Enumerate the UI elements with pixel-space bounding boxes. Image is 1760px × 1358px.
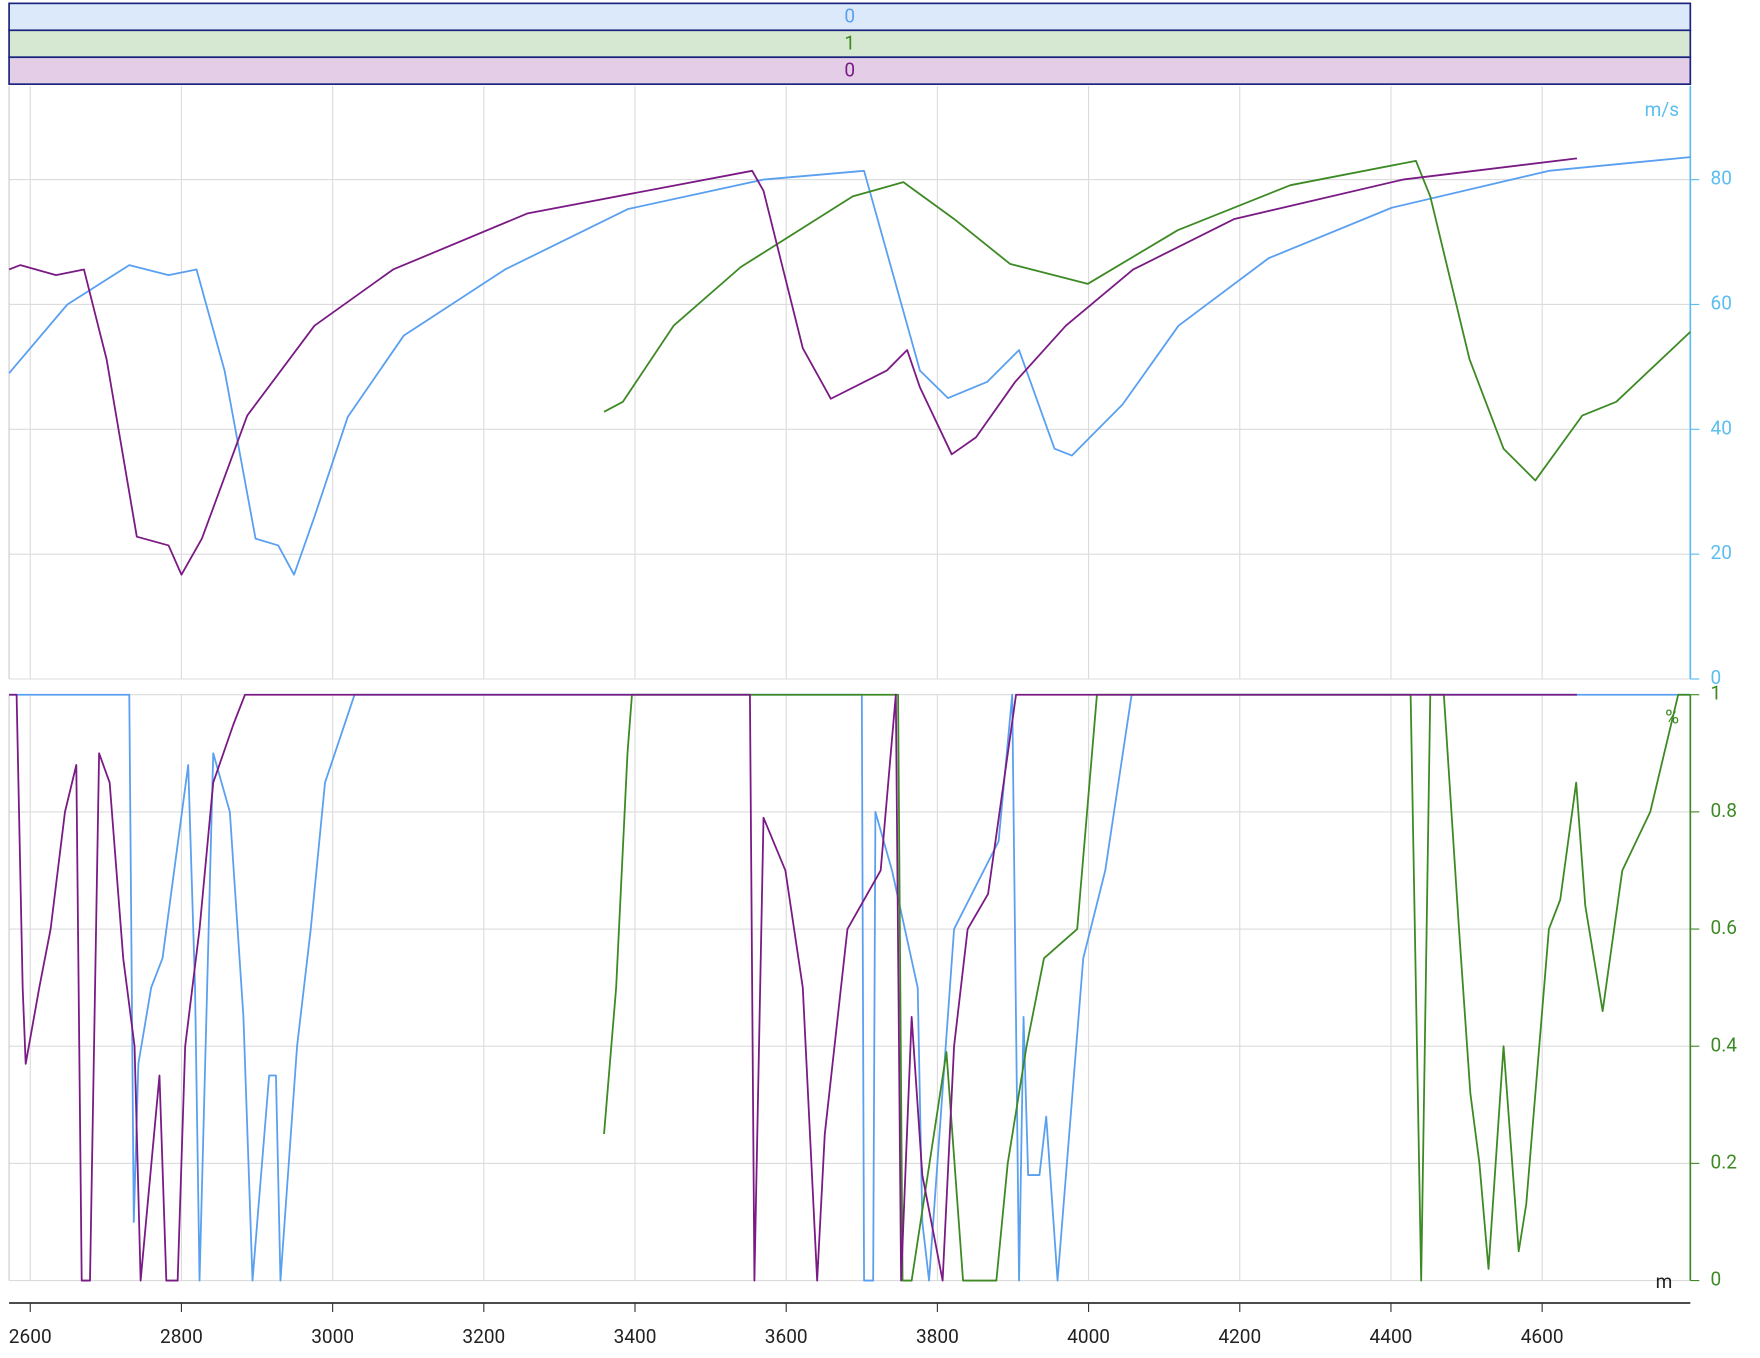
x-tick-label: 2800 [160,1325,203,1348]
series-line [8,156,1691,576]
x-tick-label: 4000 [1067,1325,1110,1348]
y-tick-label: 0 [1711,666,1722,689]
y-tick-label: 0.2 [1711,1150,1737,1173]
indicator-bar [8,29,1692,59]
y-tick-label: 20 [1711,541,1732,564]
y-tick-label: 1 [1711,682,1722,705]
indicator-bar [8,56,1692,86]
x-tick-label: 3000 [311,1325,354,1348]
series-line [8,157,1578,576]
y-tick-label: 0.6 [1711,916,1737,939]
y-tick-label: 0 [1711,1268,1722,1291]
x-tick-label: 4600 [1521,1325,1564,1348]
series-line [9,693,1577,1282]
x-tick-label: 3200 [462,1325,505,1348]
y-tick-label: 0.8 [1711,799,1737,822]
series-line [9,693,1691,1282]
y-tick-label: 0.4 [1711,1033,1738,1056]
indicator-value: 1 [844,31,855,54]
x-tick-label: 4200 [1218,1325,1261,1348]
y-tick-label: 60 [1711,291,1732,314]
indicator-value: 0 [844,58,855,81]
x-tick-label: 3600 [765,1325,808,1348]
y-unit: m/s [1645,98,1679,121]
x-tick-label: 2600 [9,1325,52,1348]
indicator-value: 0 [844,4,855,27]
y-tick-label: 40 [1711,416,1732,439]
x-tick-label: 3400 [614,1325,657,1348]
y-tick-label: 80 [1711,167,1732,190]
x-tick-label: 4400 [1370,1325,1413,1348]
series-line [603,693,1691,1282]
series-line [603,159,1691,482]
x-unit: m [1656,1270,1673,1293]
indicator-bar [8,2,1692,32]
x-tick-label: 3800 [916,1325,959,1348]
